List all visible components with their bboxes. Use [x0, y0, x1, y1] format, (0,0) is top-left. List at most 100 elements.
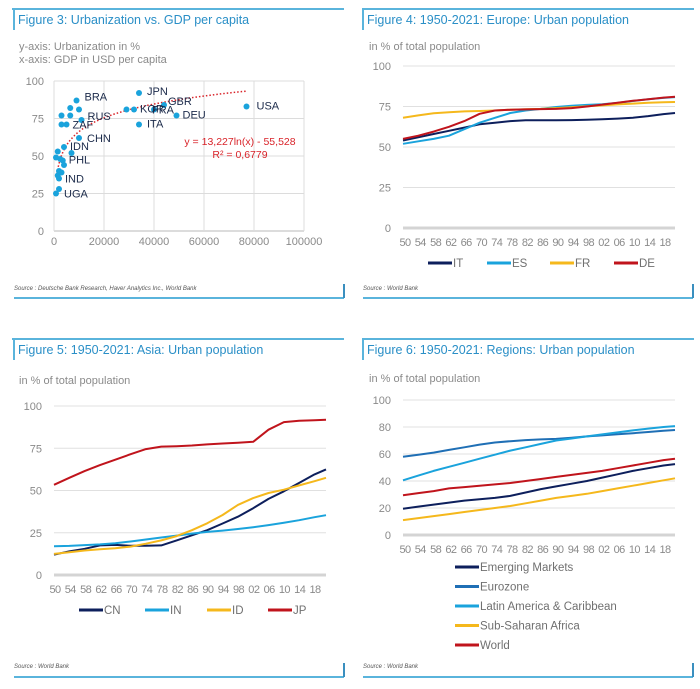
series-line-world: [402, 457, 676, 497]
figure-4-title-bar: [362, 10, 364, 30]
point-label: GBR: [168, 96, 192, 108]
legend-label: ES: [512, 258, 528, 270]
x-tick-label: 98: [233, 584, 245, 596]
x-tick-label: 74: [491, 237, 503, 249]
scatter-point: [56, 186, 62, 192]
x-tick-label: 58: [80, 584, 92, 596]
y-tick-label: 100: [26, 76, 44, 88]
legend-label: JP: [293, 605, 307, 617]
figure-4-top-rule: [362, 8, 694, 10]
point-label: FRA: [152, 105, 175, 117]
trendline-equation: y = 13,227ln(x) - 55,528: [184, 136, 295, 148]
series-line-jp: [53, 418, 327, 486]
y-tick-label: 100: [373, 61, 391, 73]
x-tick-label: 70: [476, 544, 488, 556]
x-tick-label: 78: [157, 584, 169, 596]
scatter-point: [58, 112, 65, 119]
x-tick-label: 14: [294, 584, 306, 596]
x-tick-label: 80000: [239, 236, 270, 248]
x-tick-label: 14: [644, 544, 656, 556]
scatter-point: [68, 150, 75, 156]
figure-6-title-bar: [362, 340, 364, 360]
x-tick-label: 86: [187, 584, 199, 596]
trendline: [55, 90, 247, 178]
x-tick-label: 54: [415, 237, 427, 249]
figure-5-title: Figure 5: 1950-2021: Asia: Urban populat…: [18, 343, 264, 357]
scatter-point: [161, 102, 167, 108]
x-tick-label: 62: [445, 237, 457, 249]
point-label: KOR: [140, 104, 164, 116]
series-line-eurozone: [402, 429, 676, 458]
scatter-point: [63, 121, 70, 128]
x-tick-label: 02: [598, 544, 610, 556]
scatter-point: [61, 144, 67, 150]
series-line-emerging-markets: [402, 463, 676, 510]
x-tick-label: 94: [218, 584, 230, 596]
x-tick-label: 82: [172, 584, 184, 596]
figure-6-bottom-rule: [363, 676, 693, 678]
scatter-point: [53, 190, 59, 197]
series-line-in: [53, 514, 327, 548]
x-tick-label: 94: [568, 237, 580, 249]
legend-label: IN: [170, 605, 182, 617]
point-label: JPN: [147, 86, 168, 98]
figure-5-bottom-rule-tick: [343, 663, 345, 677]
figure-4-bottom-rule: [363, 297, 693, 299]
scatter-point: [57, 156, 64, 162]
x-tick-label: 58: [430, 544, 442, 556]
y-tick-label: 100: [373, 395, 391, 407]
figure-4-y-unit: in % of total population: [369, 41, 481, 53]
figure-5-bottom-rule: [14, 676, 344, 678]
y-tick-label: 100: [24, 401, 42, 413]
x-tick-label: 94: [568, 544, 580, 556]
trendline-r-squared: R² = 0,6779: [212, 149, 267, 161]
point-label: IDN: [70, 141, 89, 153]
x-tick-label: 98: [583, 237, 595, 249]
point-label: UGA: [64, 189, 89, 201]
figure-6-bottom-rule-tick: [692, 663, 694, 677]
x-tick-label: 0: [51, 236, 57, 248]
point-label: IND: [65, 174, 84, 186]
point-label: BRA: [85, 92, 108, 104]
y-tick-label: 0: [36, 570, 42, 582]
x-tick-label: 74: [141, 584, 153, 596]
figure-3-top-rule: [12, 8, 344, 10]
x-tick-label: 82: [522, 544, 534, 556]
figure-3-bottom-rule: [14, 297, 344, 299]
point-label: CHN: [87, 133, 111, 145]
figure-4-source: Source : World Bank: [363, 286, 419, 292]
y-tick-label: 25: [30, 528, 42, 540]
figure-4-title: Figure 4: 1950-2021: Europe: Urban popul…: [367, 13, 629, 27]
figure-3-title: Figure 3: Urbanization vs. GDP per capit…: [18, 13, 250, 27]
figure-5-title-bar: [13, 340, 15, 360]
y-tick-label: 80: [379, 422, 391, 434]
legend-label: Latin America & Caribbean: [480, 601, 617, 613]
x-tick-label: 54: [415, 544, 427, 556]
scatter-point: [173, 112, 180, 119]
figure-6-y-unit: in % of total population: [369, 373, 481, 385]
figure-3-source: Source : Deutsche Bank Research, Haver A…: [14, 286, 197, 292]
scatter-point: [136, 90, 142, 96]
y-tick-label: 50: [32, 151, 44, 163]
x-tick-label: 62: [95, 584, 107, 596]
x-tick-label: 18: [659, 544, 671, 556]
x-tick-label: 10: [279, 584, 291, 596]
figure-6-top-rule: [362, 338, 694, 340]
scatter-point: [243, 103, 250, 110]
point-label: PHL: [69, 155, 90, 167]
y-tick-label: 25: [32, 189, 44, 201]
y-tick-label: 75: [30, 443, 42, 455]
x-tick-label: 54: [65, 584, 77, 596]
legend-label: FR: [575, 258, 590, 270]
series-line-de: [402, 95, 676, 140]
x-tick-label: 50: [399, 237, 411, 249]
y-tick-label: 40: [379, 476, 391, 488]
series-line-latin-america-caribbean: [402, 425, 676, 482]
scatter-point: [76, 135, 82, 141]
legend-label: CN: [104, 605, 121, 617]
x-tick-label: 86: [537, 237, 549, 249]
scatter-point: [73, 97, 80, 104]
